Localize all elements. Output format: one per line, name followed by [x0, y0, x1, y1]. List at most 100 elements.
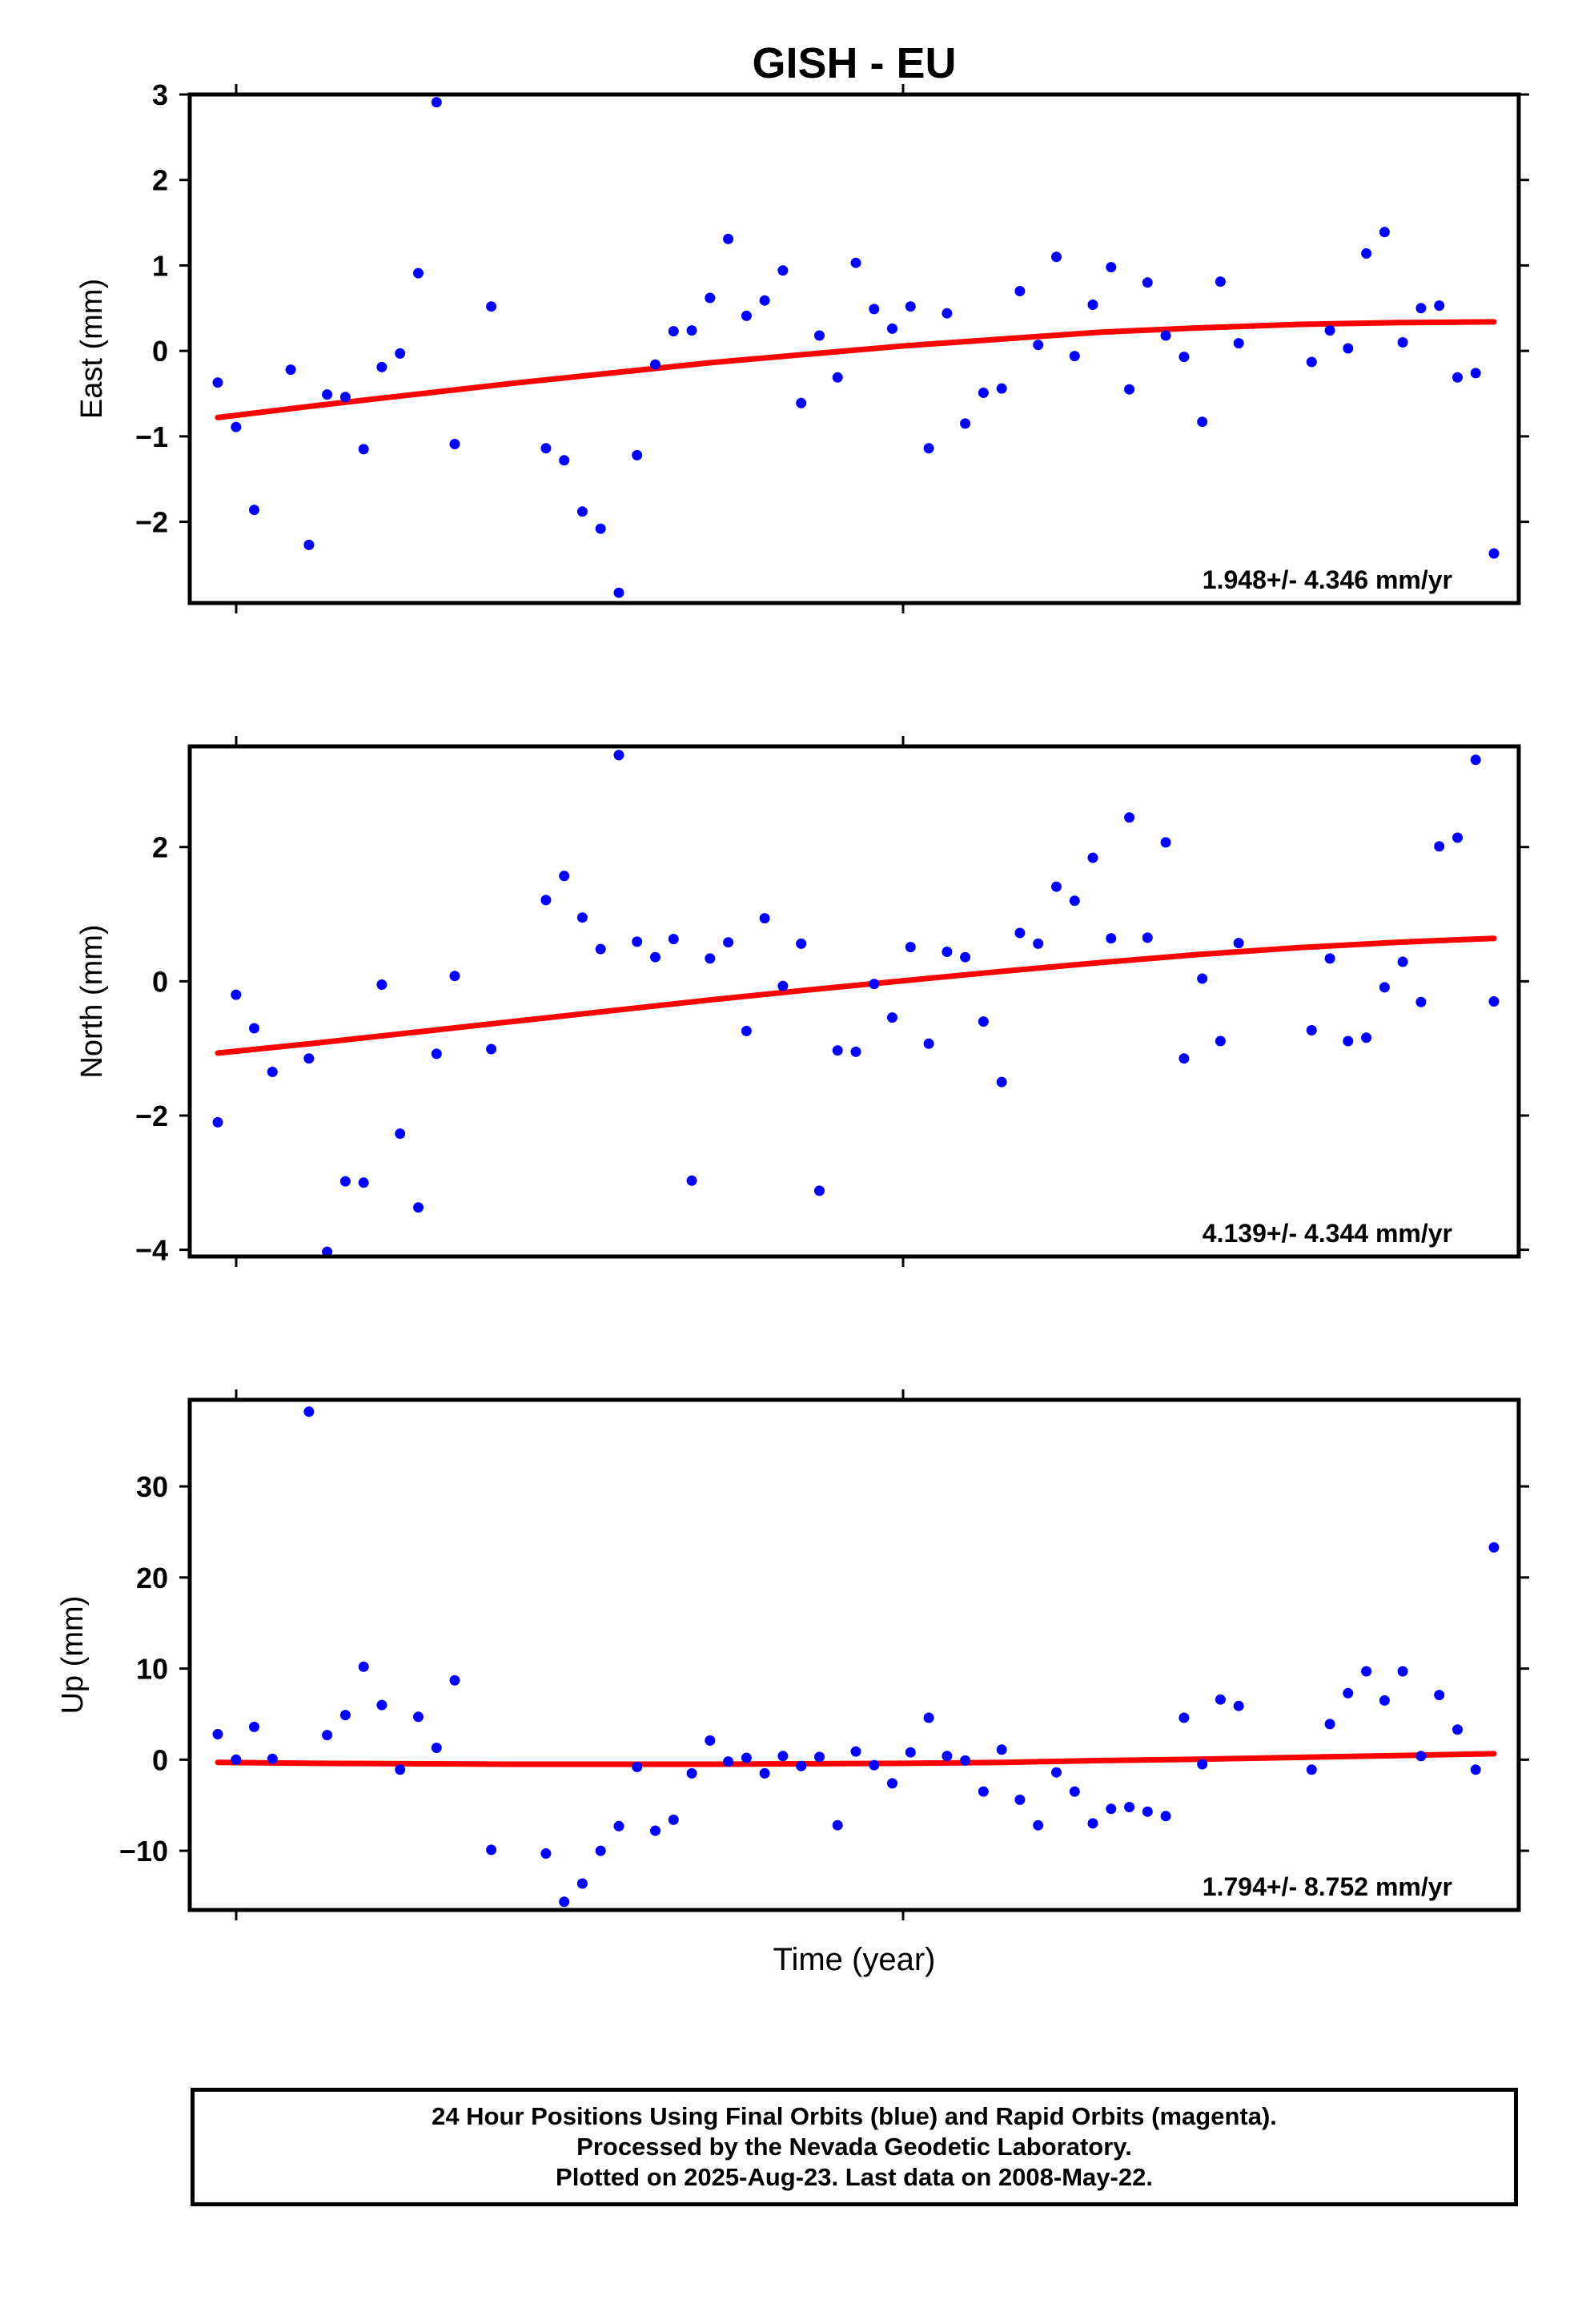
- east-data-point: [942, 308, 953, 319]
- east-data-point: [814, 330, 825, 341]
- north-data-point: [1178, 1053, 1190, 1064]
- up-data-point: [322, 1730, 333, 1741]
- north-data-point: [1142, 932, 1153, 943]
- north-data-point: [1452, 832, 1463, 843]
- up-axis-label: Up (mm): [56, 1596, 90, 1715]
- east-data-point: [303, 539, 315, 550]
- east-data-point: [486, 301, 497, 312]
- up-data-point: [1343, 1687, 1354, 1699]
- east-data-point: [413, 267, 424, 279]
- up-data-point: [1069, 1786, 1080, 1797]
- east-data-point: [1106, 262, 1117, 273]
- east-trend-line: [215, 319, 1497, 420]
- up-data-point: [1178, 1712, 1190, 1723]
- north-axis-label: North (mm): [75, 924, 109, 1078]
- north-data-point: [1124, 812, 1135, 823]
- north-data-point: [1434, 841, 1445, 852]
- up-data-point: [978, 1786, 989, 1797]
- north-data-point: [1069, 895, 1080, 907]
- east-ytick-label: 1: [152, 249, 168, 282]
- north-data-point: [376, 979, 387, 990]
- up-data-point: [1470, 1764, 1481, 1775]
- north-data-point: [686, 1175, 697, 1186]
- up-data-point: [1361, 1666, 1372, 1677]
- up-ytick-label: 20: [136, 1562, 168, 1594]
- east-data-point: [1470, 368, 1481, 379]
- north-data-point: [322, 1246, 333, 1257]
- east-data-point: [923, 443, 934, 454]
- up-data-point: [540, 1848, 552, 1859]
- north-ytick-label: 2: [152, 831, 168, 864]
- up-data-point: [613, 1820, 624, 1831]
- up-ytick-label: −10: [119, 1835, 168, 1868]
- north-data-point: [759, 913, 770, 924]
- east-data-point: [339, 392, 351, 403]
- up-ytick-label: 30: [136, 1470, 168, 1503]
- east-data-point: [249, 505, 259, 516]
- north-rate-label: 4.139+/- 4.344 mm/yr: [1203, 1219, 1452, 1248]
- up-data-point: [358, 1661, 369, 1672]
- north-data-point: [777, 980, 789, 991]
- up-data-point: [576, 1878, 588, 1889]
- east-data-point: [705, 292, 716, 304]
- up-data-point: [1379, 1695, 1390, 1706]
- east-data-point: [613, 587, 624, 598]
- east-data-point: [376, 361, 387, 372]
- east-data-point: [1415, 303, 1427, 314]
- east-data-point: [1233, 338, 1244, 349]
- north-data-point: [1488, 996, 1500, 1007]
- east-data-point: [668, 326, 679, 337]
- up-data-point: [960, 1755, 971, 1766]
- up-ytick-label: 10: [136, 1653, 168, 1686]
- north-plot-frame: [187, 744, 1521, 1259]
- north-data-point: [1415, 996, 1427, 1007]
- east-data-point: [1379, 227, 1390, 238]
- up-data-point: [1087, 1818, 1098, 1829]
- north-data-point: [1233, 938, 1244, 949]
- north-data-point: [1361, 1032, 1372, 1043]
- east-data-point: [431, 97, 442, 108]
- up-data-point: [1051, 1767, 1062, 1778]
- east-data-point: [1397, 337, 1408, 348]
- east-data-point: [449, 439, 460, 449]
- north-data-point: [850, 1046, 861, 1057]
- north-data-point: [814, 1185, 825, 1196]
- up-data-point: [832, 1819, 843, 1831]
- x-axis-label: Time (year): [773, 1942, 936, 1977]
- up-data-point: [1233, 1700, 1244, 1711]
- east-data-point: [686, 325, 697, 336]
- caption-box: 24 Hour Positions Using Final Orbits (bl…: [191, 2088, 1518, 2206]
- east-data-point: [1434, 300, 1445, 312]
- east-data-point: [996, 383, 1007, 394]
- north-data-point: [960, 951, 971, 963]
- north-data-point: [723, 937, 734, 948]
- north-data-point: [449, 971, 460, 982]
- up-data-point: [303, 1406, 315, 1417]
- up-data-point: [887, 1778, 897, 1789]
- up-data-point: [1106, 1803, 1117, 1815]
- east-data-point: [1361, 248, 1372, 259]
- east-data-point: [231, 421, 242, 432]
- north-data-point: [559, 870, 570, 882]
- caption-line-3: Plotted on 2025-Aug-23. Last data on 200…: [556, 2163, 1153, 2191]
- east-data-point: [1452, 372, 1463, 383]
- north-data-point: [869, 979, 880, 990]
- up-data-point: [650, 1825, 661, 1836]
- east-data-point: [1124, 384, 1135, 395]
- north-data-point: [741, 1025, 752, 1036]
- north-data-point: [1324, 953, 1335, 964]
- north-ytick-label: −4: [135, 1234, 168, 1267]
- north-data-point: [613, 750, 624, 761]
- east-ytick-label: 3: [152, 78, 168, 111]
- east-data-point: [1488, 548, 1500, 559]
- east-data-point: [887, 323, 897, 334]
- east-data-point: [723, 233, 734, 244]
- east-data-point: [1142, 277, 1153, 288]
- east-data-point: [759, 295, 770, 306]
- north-data-point: [358, 1177, 369, 1188]
- north-data-point: [303, 1053, 315, 1064]
- east-data-point: [322, 389, 333, 400]
- up-data-point: [1397, 1666, 1408, 1677]
- up-data-point: [942, 1751, 953, 1762]
- caption-line-2: Processed by the Nevada Geodetic Laborat…: [576, 2133, 1132, 2161]
